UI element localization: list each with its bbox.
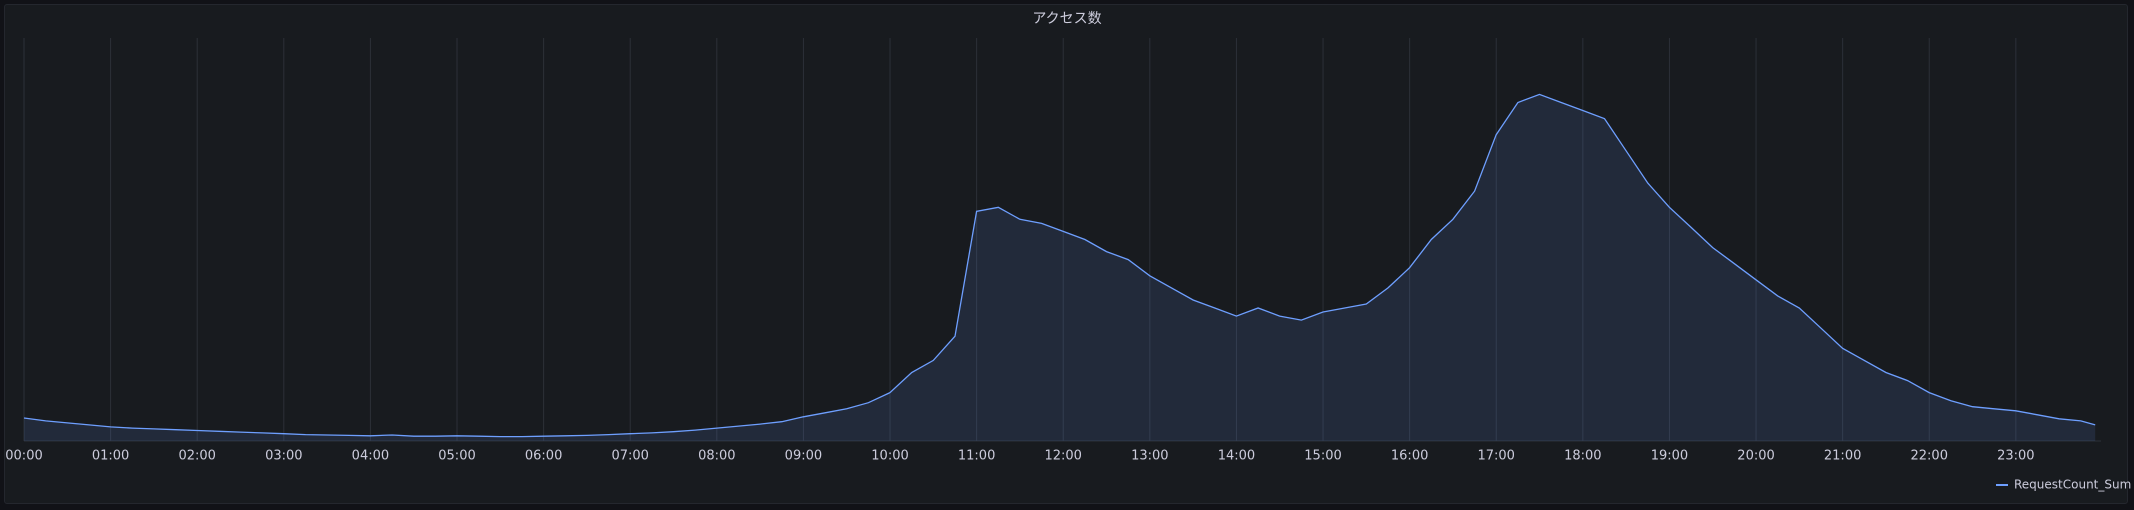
x-tick-label: 07:00 bbox=[611, 449, 648, 464]
chart-title: アクセス数 bbox=[1032, 11, 1101, 27]
x-tick-label: 18:00 bbox=[1564, 449, 1601, 464]
x-tick-label: 09:00 bbox=[785, 449, 822, 464]
x-tick-label: 22:00 bbox=[1911, 449, 1948, 464]
panel bbox=[4, 4, 2128, 504]
x-tick-label: 04:00 bbox=[352, 449, 389, 464]
line-series bbox=[23, 93, 2096, 438]
x-tick-label: 16:00 bbox=[1391, 449, 1428, 464]
x-tick-label: 11:00 bbox=[958, 449, 995, 464]
x-tick-label: 23:00 bbox=[1997, 449, 2034, 464]
x-tick-label: 13:00 bbox=[1131, 449, 1168, 464]
x-tick-label: 02:00 bbox=[178, 449, 215, 464]
x-tick-label: 19:00 bbox=[1651, 449, 1688, 464]
x-tick-label: 05:00 bbox=[438, 449, 475, 464]
x-tick-label: 03:00 bbox=[265, 449, 302, 464]
x-tick-label: 01:00 bbox=[92, 449, 129, 464]
area-fill bbox=[24, 94, 2096, 442]
x-tick-label: 20:00 bbox=[1737, 449, 1774, 464]
x-tick-label: 08:00 bbox=[698, 449, 735, 464]
x-tick-label: 14:00 bbox=[1218, 449, 1255, 464]
x-tick-label: 12:00 bbox=[1044, 449, 1081, 464]
x-tick-label: 00:00 bbox=[5, 449, 42, 464]
legend-label: RequestCount_Sum bbox=[2014, 478, 2131, 492]
x-tick-label: 17:00 bbox=[1477, 449, 1514, 464]
x-tick-label: 15:00 bbox=[1304, 449, 1341, 464]
x-tick-label: 06:00 bbox=[525, 449, 562, 464]
x-tick-label: 21:00 bbox=[1824, 449, 1861, 464]
x-tick-label: 10:00 bbox=[871, 449, 908, 464]
